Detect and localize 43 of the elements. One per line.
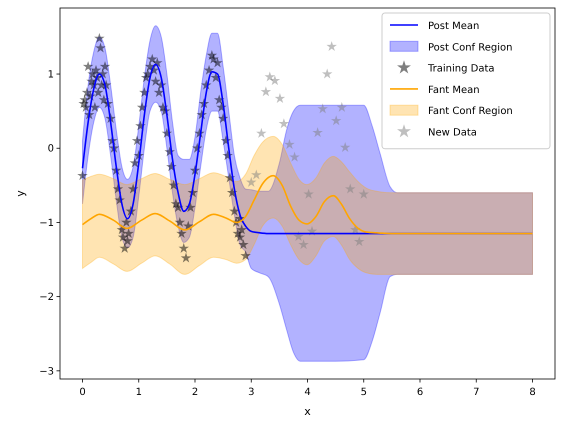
y-tick-label: 0	[48, 144, 54, 155]
x-tick-label: 0	[79, 387, 86, 398]
point	[278, 118, 290, 128]
x-tick-label: 6	[416, 387, 424, 398]
x-tick-label: 8	[529, 387, 536, 398]
point	[274, 93, 286, 103]
x-tick-label: 3	[248, 387, 254, 398]
point	[340, 142, 350, 152]
point	[298, 239, 309, 250]
x-tick-label: 7	[473, 387, 480, 398]
point	[270, 75, 280, 86]
point	[303, 188, 314, 199]
point	[326, 41, 337, 52]
x-tick-label: 1	[136, 387, 142, 398]
point	[289, 152, 300, 162]
x-tick-label: 5	[360, 387, 367, 398]
x-tick-label: 2	[192, 387, 198, 398]
point	[256, 128, 267, 138]
annotation: Post Conf Region	[428, 42, 512, 54]
point	[345, 184, 356, 194]
legend-label: Training Data	[427, 64, 495, 75]
y-axis-title: y	[14, 190, 27, 197]
point	[322, 68, 332, 78]
point	[336, 102, 348, 112]
x-tick-label: 4	[304, 387, 311, 398]
point	[330, 115, 342, 126]
y-tick-label: 1	[48, 70, 54, 81]
legend-label: Post Mean	[428, 21, 480, 32]
y-tick-label: −2	[39, 292, 54, 304]
point	[358, 188, 369, 199]
point	[354, 236, 364, 246]
point	[260, 86, 272, 96]
point	[246, 176, 256, 187]
y-tick-label: −3	[39, 366, 54, 378]
point	[284, 139, 295, 149]
legend-label: New Data	[428, 128, 477, 138]
point	[317, 103, 328, 114]
annotation: Fant Conf Region	[428, 106, 513, 118]
point	[251, 169, 262, 180]
x-axis-title: x	[304, 405, 312, 418]
y-tick-label: −1	[39, 218, 54, 229]
legend-label: Fant Mean	[428, 84, 480, 96]
point	[312, 127, 323, 138]
